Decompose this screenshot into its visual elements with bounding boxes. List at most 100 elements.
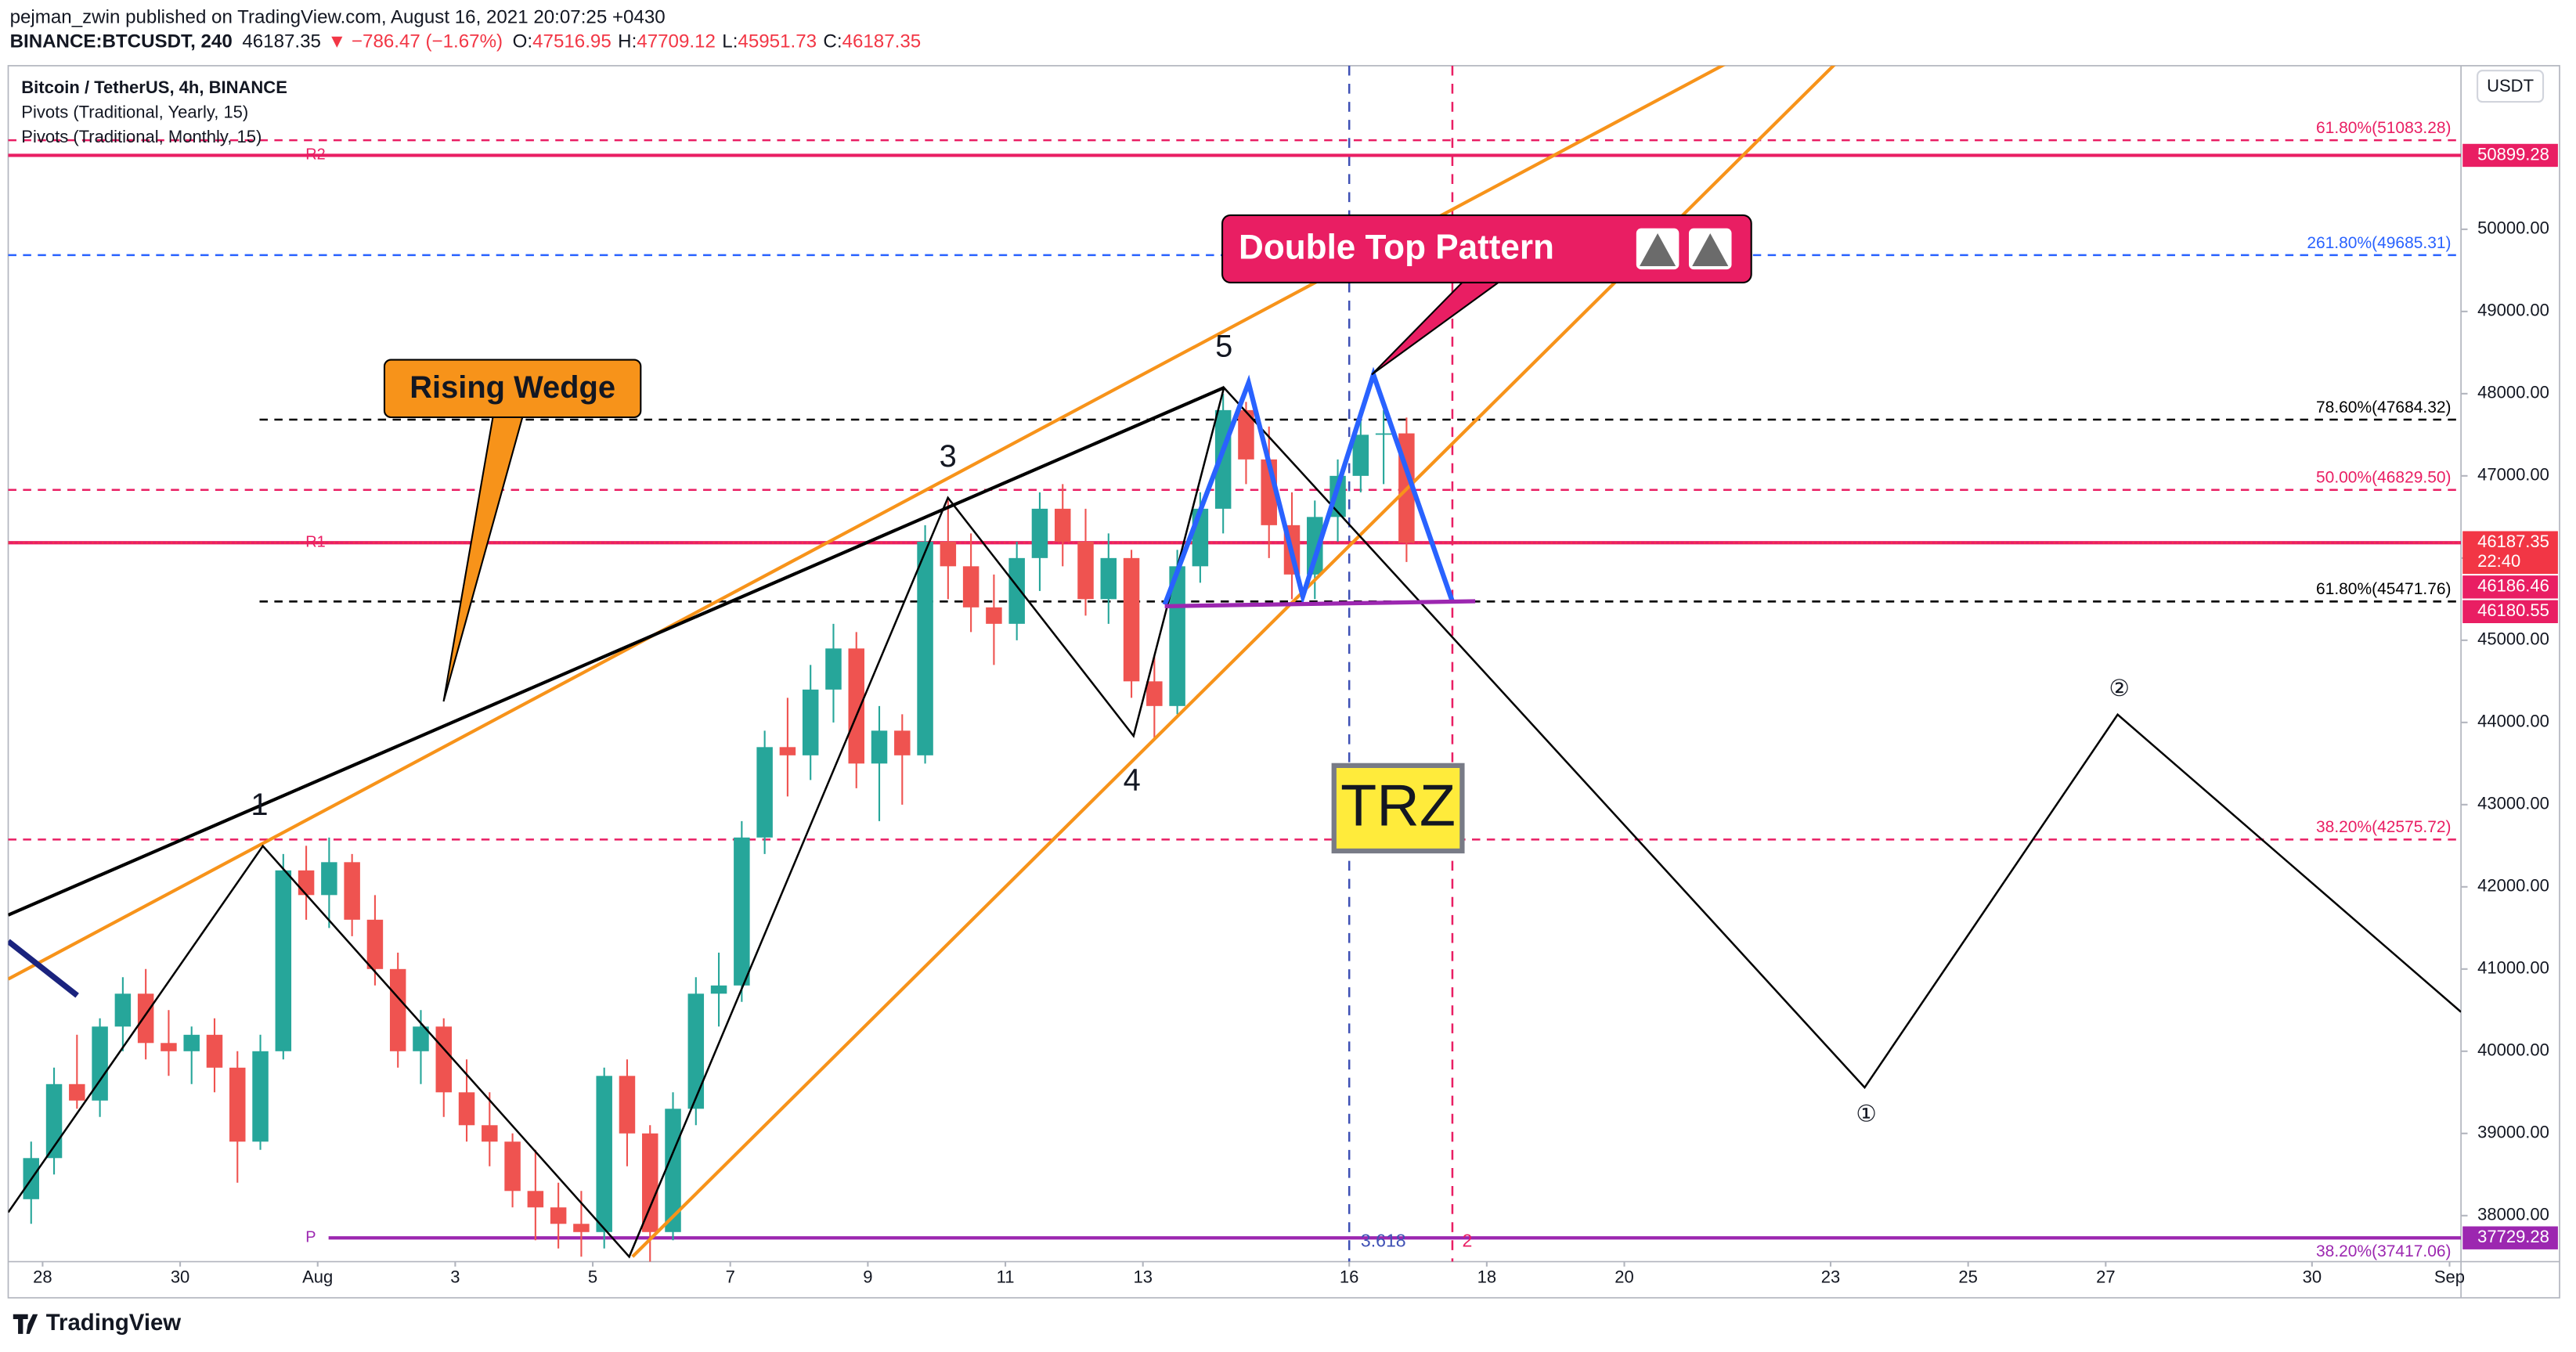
candle-body	[458, 1092, 475, 1126]
x-tick-label: Aug	[302, 1267, 333, 1286]
y-tick-label: 49000.00	[2477, 301, 2549, 320]
legend: Bitcoin / TetherUS, 4h, BINANCE Pivots (…	[21, 78, 287, 146]
candles	[23, 393, 1415, 1262]
candle-body	[183, 1034, 200, 1051]
wave-label: 5	[1215, 329, 1232, 363]
candle-body	[756, 747, 773, 838]
legend-title: Bitcoin / TetherUS, 4h, BINANCE	[21, 78, 287, 97]
x-tick-label: 30	[171, 1267, 189, 1286]
candle-body	[986, 607, 1002, 624]
x-tick-label: 9	[863, 1267, 872, 1286]
candle-body	[435, 1026, 453, 1093]
candle-body	[1123, 557, 1140, 682]
fib-label: 61.80%(51083.28)	[2316, 119, 2452, 137]
trendline-short	[8, 939, 79, 998]
candle-body	[92, 1026, 108, 1101]
price-tag	[2462, 531, 2558, 575]
candle-body	[1375, 433, 1392, 435]
candle-body	[848, 648, 864, 764]
wave-label: 4	[1124, 763, 1141, 797]
symbol-line: BINANCE:BTCUSDT, 240 46187.35 ▼ −786.47 (−…	[10, 31, 922, 52]
author-line: pejman_zwin published on TradingView.com…	[10, 6, 666, 27]
ohlc: O:47516.95 H:47709.12 L:45951.73 C:46187.35	[513, 31, 921, 52]
candle-body	[389, 968, 406, 1051]
wave-path	[8, 385, 2462, 1259]
x-tick-label: 28	[33, 1267, 52, 1286]
pivot-label: P	[305, 1228, 316, 1246]
candle-body	[504, 1141, 521, 1192]
x-tick-label: 7	[726, 1267, 735, 1286]
candle-body	[1352, 434, 1369, 476]
y-tick-label: 39000.00	[2477, 1123, 2549, 1142]
double-top-label: Double Top Pattern	[1239, 229, 1554, 267]
footer: TradingView	[13, 1310, 181, 1336]
candle-body	[1031, 508, 1048, 558]
wedge-box	[383, 359, 642, 419]
wedge-upper	[8, 65, 1726, 981]
candle-body	[940, 541, 957, 567]
price-tag-label: 46186.46	[2477, 576, 2549, 596]
candle-body	[413, 1026, 429, 1051]
fib-label: 61.80%(45471.76)	[2316, 580, 2452, 598]
candle-body	[1169, 566, 1185, 706]
candle-body	[1307, 517, 1323, 575]
legend-item: Pivots (Traditional, Yearly, 15)	[21, 103, 248, 122]
candle-body	[1054, 508, 1071, 542]
candle-body	[114, 993, 132, 1027]
candle-body	[527, 1191, 544, 1208]
y-tick-label: 43000.00	[2477, 794, 2549, 813]
candle-body	[665, 1109, 681, 1232]
y-tick-label: 44000.00	[2477, 712, 2549, 731]
price-tag-label: 37729.28	[2477, 1227, 2549, 1246]
y-tick-label: 50000.00	[2477, 218, 2549, 238]
ohlc-value: 45951.73	[738, 31, 817, 52]
fib-label: 261.80%(49685.31)	[2307, 234, 2451, 252]
x-tick-label: 13	[1133, 1267, 1152, 1286]
x-tick-label: 16	[1340, 1267, 1358, 1286]
price-tag-label: 50899.28	[2477, 144, 2549, 164]
currency: USDT	[2487, 76, 2534, 96]
candle-body	[917, 541, 933, 755]
candle-body	[573, 1224, 590, 1232]
currency-box[interactable]	[2477, 70, 2545, 103]
double-top-box	[1221, 214, 1752, 283]
candle-body	[550, 1207, 567, 1224]
pivot-label: R1	[305, 534, 325, 551]
legend-item: Pivots (Traditional, Monthly, 15)	[21, 127, 262, 146]
candle-body	[482, 1125, 498, 1142]
candle-body	[825, 648, 842, 690]
candle-body	[779, 747, 796, 755]
wave-label: 3	[940, 439, 957, 474]
fib-label: 38.20%(42575.72)	[2316, 818, 2452, 836]
candle-body	[298, 870, 315, 896]
fib-label: 38.20%(37417.06)	[2316, 1242, 2452, 1260]
candle-body	[710, 985, 727, 994]
candle-body	[619, 1076, 636, 1134]
candle-body	[229, 1067, 246, 1142]
x-tick-label: 30	[2303, 1267, 2322, 1286]
icons	[1636, 228, 1732, 270]
candle-body	[1100, 557, 1117, 600]
trendline	[8, 386, 1225, 917]
candle-body	[596, 1076, 612, 1232]
countdown: 22:40	[2477, 551, 2520, 571]
callouts: Rising Wedge Double Top Pattern TRZ 1 3 …	[251, 214, 2130, 1127]
y-tick-label: 48000.00	[2477, 383, 2549, 402]
candle-body	[275, 870, 292, 1051]
symbol: BINANCE:BTCUSDT, 240	[10, 31, 233, 52]
fib-label: 50.00%(46829.50)	[2316, 469, 2452, 487]
change: ▼ −786.47 (−1.67%)	[327, 31, 503, 52]
y-tick-label: 42000.00	[2477, 876, 2549, 896]
x-tick-label: 5	[588, 1267, 597, 1286]
price-tag	[2462, 600, 2558, 623]
ohlc-value: 46187.35	[842, 31, 922, 52]
candle-body	[366, 919, 384, 969]
candle-body	[1146, 681, 1163, 706]
candle-body	[1238, 409, 1254, 460]
ohlc-key: O:	[513, 31, 532, 52]
y-tick-label: 45000.00	[2477, 629, 2549, 649]
candle-body	[802, 689, 819, 755]
header: pejman_zwin published on TradingView.com…	[10, 6, 922, 52]
candle-body	[871, 730, 888, 764]
